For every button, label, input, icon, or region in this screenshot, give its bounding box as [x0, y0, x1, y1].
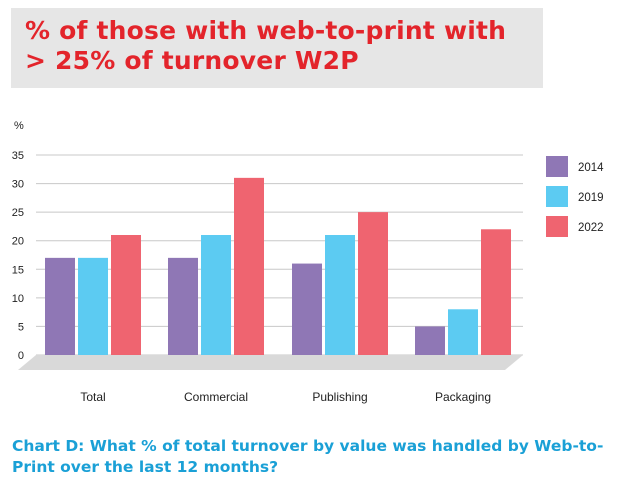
legend-label: 2014 — [578, 162, 604, 174]
y-tick-label: 0 — [18, 350, 24, 362]
category-labels: Total Commercial Publishing Packaging — [80, 390, 491, 404]
bar-publishing-2019 — [325, 235, 355, 355]
legend-swatch-2014 — [546, 156, 568, 177]
title-banner: % of those with web-to-print with > 25% … — [11, 8, 543, 88]
bar-commercial-2014 — [168, 257, 198, 355]
legend-swatch-2019 — [546, 186, 568, 207]
y-tick-label: 15 — [12, 264, 24, 276]
bar-packaging-2019 — [448, 309, 478, 355]
y-tick-label: 10 — [12, 293, 24, 305]
bar-commercial-2022 — [234, 177, 264, 355]
bar-total-2019 — [78, 257, 108, 355]
bar-publishing-2014 — [292, 263, 322, 355]
bar-total-2022 — [111, 235, 141, 355]
bar-packaging-2022 — [481, 229, 511, 355]
y-tick-label: 25 — [12, 207, 24, 219]
category-label: Total — [80, 390, 105, 404]
y-tick-label: 30 — [12, 179, 24, 191]
legend-label: 2022 — [578, 222, 604, 234]
bars — [45, 177, 511, 355]
bar-commercial-2019 — [201, 235, 231, 355]
y-tick-label: 5 — [18, 321, 24, 333]
legend-label: 2019 — [578, 192, 604, 204]
legend-swatch-2022 — [546, 216, 568, 237]
category-label: Packaging — [435, 390, 491, 404]
y-tick-label: 20 — [12, 236, 24, 248]
y-tick-labels: 0 5 10 15 20 25 30 35 — [12, 150, 24, 362]
category-label: Publishing — [312, 390, 367, 404]
bar-publishing-2022 — [358, 212, 388, 355]
chart-floor — [18, 355, 523, 370]
bar-chart: 0 5 10 15 20 25 30 35 Total Commercial Publishing… — [12, 120, 604, 404]
bar-total-2014 — [45, 257, 75, 355]
category-label: Commercial — [184, 390, 248, 404]
floor-plane — [18, 355, 523, 370]
legend: 2014 2019 2022 — [546, 156, 604, 237]
chart-caption: Chart D: What % of total turnover by val… — [12, 437, 604, 476]
y-tick-label: 35 — [12, 150, 24, 162]
chart-title: % of those with web-to-print with > 25% … — [25, 16, 507, 75]
y-axis-label: % — [14, 120, 24, 132]
bar-packaging-2014 — [415, 326, 445, 355]
